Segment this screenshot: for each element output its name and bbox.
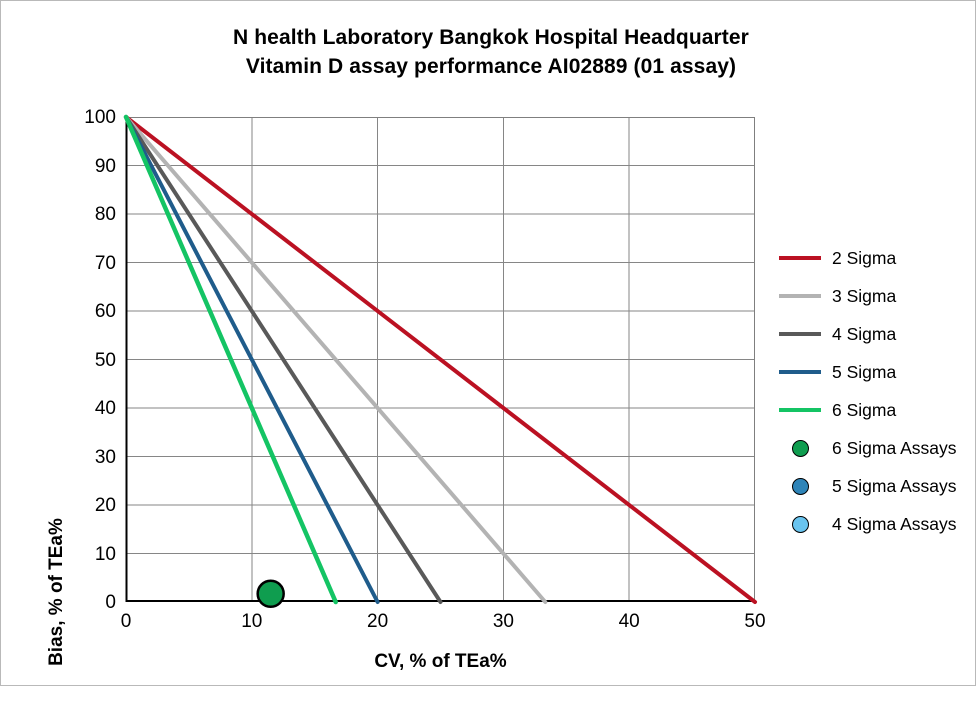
legend-label-5-sigma: 5 Sigma	[832, 361, 897, 382]
legend-swatch-6-sigma	[779, 408, 821, 412]
x-axis-tick-labels: 0 10 20 30 40 50	[121, 610, 766, 636]
legend-item-5-sigma[interactable]: 5 Sigma	[779, 353, 975, 391]
y-tick-50: 50	[94, 349, 116, 371]
legend-item-6-sigma[interactable]: 6 Sigma	[779, 391, 975, 429]
x-tick-20: 20	[367, 611, 389, 632]
legend-item-6-sigma-assays[interactable]: 6 Sigma Assays	[779, 429, 975, 467]
legend-marker-cell-5-sigma-assays	[779, 477, 821, 495]
legend-swatch-2-sigma	[779, 256, 821, 260]
legend-marker-cell-4-sigma-assays	[779, 515, 821, 533]
data-point-6-sigma-assay[interactable]	[256, 579, 285, 609]
legend-label-6-sigma: 6 Sigma	[832, 399, 897, 420]
legend-label-3-sigma: 3 Sigma	[832, 285, 897, 306]
legend-item-4-sigma[interactable]: 4 Sigma	[779, 315, 975, 353]
data-points	[256, 579, 285, 609]
chart-title: N health Laboratory Bangkok Hospital Hea…	[61, 23, 921, 81]
sigma-lines	[123, 114, 757, 605]
plot-area	[123, 114, 757, 609]
legend-swatch-4-sigma	[779, 332, 821, 336]
legend-marker-cell-6-sigma-assays	[779, 439, 821, 457]
line-4-sigma	[124, 115, 443, 604]
y-axis-tick-labels: 100 90 80 70 60 50 40 30 20 10 0	[56, 108, 116, 612]
chart-title-line-1: N health Laboratory Bangkok Hospital Hea…	[233, 26, 749, 49]
line-6-sigma	[123, 114, 338, 605]
legend-label-6-sigma-assays: 6 Sigma Assays	[832, 437, 957, 458]
x-tick-30: 30	[492, 611, 514, 632]
y-tick-70: 70	[94, 252, 116, 274]
legend-label-4-sigma: 4 Sigma	[832, 323, 897, 344]
y-axis-title-holder: Bias, % of TEa%	[9, 231, 67, 666]
legend-label-2-sigma: 2 Sigma	[832, 247, 897, 268]
x-tick-50: 50	[744, 611, 766, 632]
grid-lines	[125, 117, 755, 602]
legend-swatch-3-sigma	[779, 294, 821, 298]
y-tick-60: 60	[94, 301, 116, 322]
chart-title-line-2: Vitamin D assay performance AI02889 (01 …	[245, 55, 737, 78]
y-tick-0: 0	[105, 592, 116, 613]
y-tick-40: 40	[94, 398, 116, 419]
y-tick-30: 30	[94, 446, 116, 468]
legend-item-2-sigma[interactable]: 2 Sigma	[779, 239, 975, 277]
x-tick-10: 10	[241, 611, 263, 632]
y-tick-80: 80	[94, 204, 116, 225]
legend-item-3-sigma[interactable]: 3 Sigma	[779, 277, 975, 315]
legend-item-5-sigma-assays[interactable]: 5 Sigma Assays	[779, 467, 975, 505]
x-tick-0: 0	[120, 611, 132, 632]
y-tick-10: 10	[94, 543, 116, 565]
y-axis-title: Bias, % of TEa%	[46, 518, 67, 666]
legend-label-4-sigma-assays: 4 Sigma Assays	[832, 513, 957, 534]
legend-marker-5-sigma-assays	[791, 477, 809, 495]
y-tick-100: 100	[84, 107, 116, 128]
chart-frame: N health Laboratory Bangkok Hospital Hea…	[0, 0, 976, 686]
legend-label-5-sigma-assays: 5 Sigma Assays	[832, 475, 957, 496]
x-axis-title: CV, % of TEa%	[374, 651, 507, 672]
legend-marker-4-sigma-assays	[791, 515, 809, 533]
y-tick-90: 90	[94, 155, 116, 177]
chart-legend: 2 Sigma 3 Sigma 4 Sigma 5 Sigma 6 Sigma …	[779, 239, 975, 543]
line-2-sigma	[124, 115, 757, 604]
x-tick-40: 40	[618, 611, 640, 632]
line-3-sigma	[124, 115, 548, 604]
legend-item-4-sigma-assays[interactable]: 4 Sigma Assays	[779, 505, 975, 543]
legend-swatch-5-sigma	[779, 370, 821, 374]
line-5-sigma	[124, 115, 380, 604]
y-tick-20: 20	[94, 495, 116, 516]
legend-marker-6-sigma-assays	[791, 439, 809, 457]
